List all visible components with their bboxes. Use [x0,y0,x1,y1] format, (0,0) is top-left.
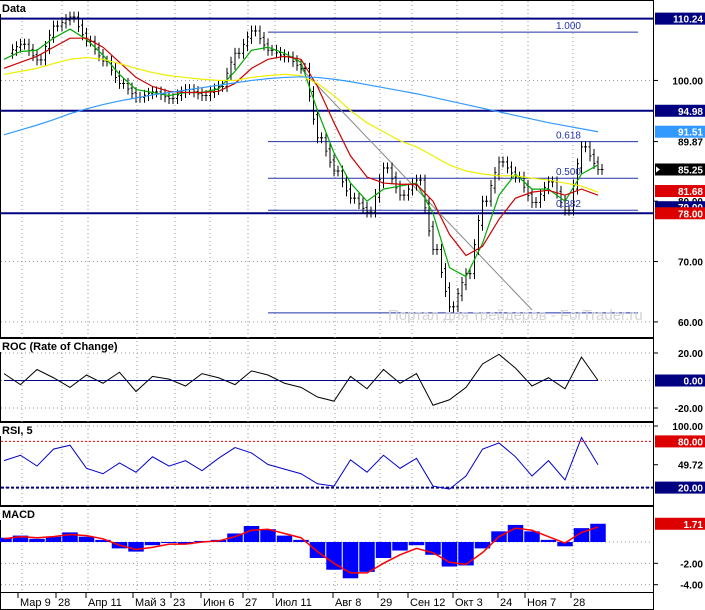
x-tick-label: 23 [173,597,185,609]
axis-label: 100.00 [672,76,703,87]
macd-bar [78,536,95,542]
macd-bar [62,532,78,542]
marks-layer [0,11,653,579]
macd-bar [359,542,375,572]
x-tick-label: Июн 6 [203,597,234,609]
x-tick-label: Апр 11 [88,597,122,609]
axis-label: 70.00 [678,258,703,269]
axis-label: 1.71 [684,520,704,531]
rsi-panel-title: RSI, 5 [2,425,33,437]
axis-label-box [655,374,705,387]
axis-label: 20.00 [678,349,703,360]
axis-label: 94.98 [678,107,703,118]
macd-bar [177,542,194,545]
macd-bar [375,542,392,558]
axis-label: 80.00 [678,437,703,448]
axis-label: -20.00 [675,404,704,415]
macd-bar [392,542,408,551]
price-panel-title: Data [2,3,27,15]
macd-bar [45,536,62,542]
macd-bar [342,542,359,579]
axis-label: -2.00 [680,559,703,570]
x-tick-label: Авг 8 [335,597,361,609]
axis-label-box [655,12,705,25]
x-tick-label: Сен 12 [410,597,445,609]
axis-label: 89.87 [678,138,703,149]
macd-bar [243,526,260,542]
axis-label: 91.51 [678,128,703,139]
macd-bar [524,531,540,542]
macd-bar [458,542,474,566]
axis-label: 0.00 [684,377,704,388]
macd-bar [540,539,557,542]
axis-label: 110.24 [673,15,703,26]
moving-average-line [3,56,599,193]
x-tick-label: 27 [245,597,257,609]
macd-bar [144,542,161,546]
macd-bar [29,538,45,542]
x-tick-label: Окт 3 [455,597,483,609]
axis-label: -4.00 [680,581,703,592]
axis-label-box [655,435,705,448]
moving-average-line [3,76,599,136]
axis-label-box [655,125,705,138]
macd-bar [293,539,309,542]
roc-line [3,353,599,406]
macd-bar [557,542,573,547]
price-panel-frame [0,0,654,338]
macd-bar [227,533,243,542]
macd-bar [276,535,293,542]
axis-label-box [655,481,705,494]
axis-label: 85.25 [678,165,703,176]
last-price-pointer [656,166,660,173]
fibonacci-label: 1.000 [556,21,581,32]
x-tick-label: Май 3 [135,597,166,609]
fibonacci-label: 0.382 [556,199,581,210]
rsi-line [3,436,599,490]
macd-bar [474,542,491,549]
x-tick-label: 28 [573,597,585,609]
macd-bar [260,529,276,542]
axis-label: 20.00 [678,484,703,495]
macd-panel-title: MACD [2,509,35,521]
macd-bar [95,539,111,542]
macd-bar [0,537,12,542]
roc-panel-title: ROC (Rate of Change) [2,341,118,353]
macd-bar [161,542,177,544]
fibonacci-label: 0.618 [556,131,581,142]
x-tick-label: 24 [500,597,512,609]
moving-average-line [3,28,599,278]
macd-bar [128,542,144,552]
x-tick-label: 29 [380,597,392,609]
x-tick-label: Ноя 7 [527,597,556,609]
grid-layer [1,1,658,598]
moving-average-line [3,37,599,257]
x-tick-label: Мар 9 [20,597,51,609]
macd-bar [12,535,29,542]
axis-label: 60.00 [678,318,703,329]
axis-label-box [655,104,705,117]
macd-signal-line [3,526,599,574]
x-tick-label: 28 [58,597,70,609]
macd-bar [590,523,606,542]
macd-bar [408,542,425,546]
fibonacci-label: 0.500 [556,167,581,178]
macd-bar [326,542,342,570]
axis-label: 100.00 [672,422,703,433]
axis-label-box [655,185,705,198]
axis-label: 78.00 [678,209,703,220]
x-tick-label: Июл 11 [275,597,312,609]
axis-label: 81.68 [678,187,703,198]
axis-label-box [655,207,705,220]
axis-label: 49.72 [678,461,703,472]
axis-label-box [655,517,705,530]
axis-label-box [655,163,705,176]
rsi-panel-frame [0,422,654,506]
watermark: Портал для трейдеров - ForTrader.ru [388,307,643,324]
